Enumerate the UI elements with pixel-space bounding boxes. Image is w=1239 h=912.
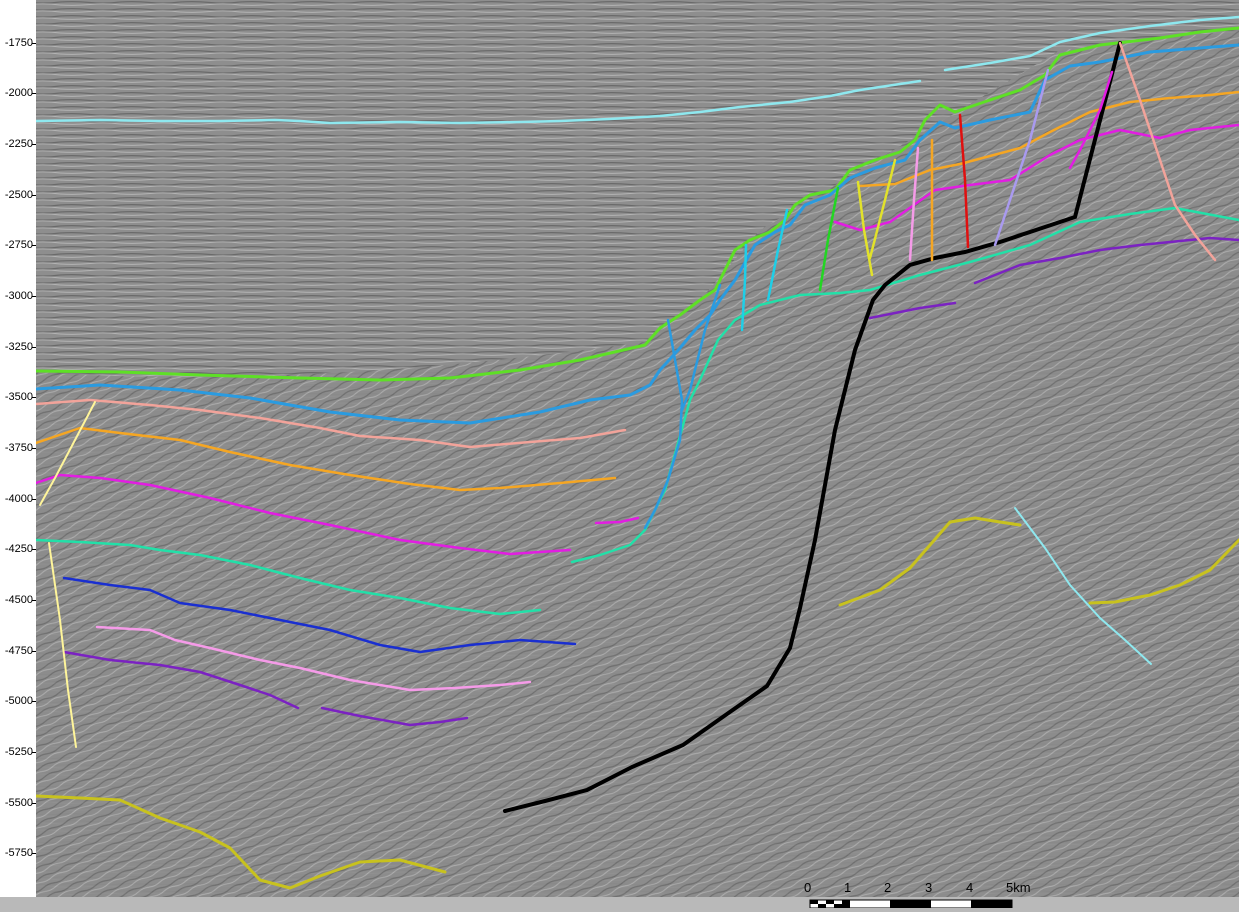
horizon-pink	[95, 625, 532, 692]
fault-yellow-7	[868, 158, 897, 260]
scale-bar: 0 1 2 3 4 5km	[804, 880, 1046, 908]
scale-label-0: 0	[804, 880, 812, 895]
depth-tick-mark	[32, 195, 36, 196]
scale-label-1: 1	[844, 880, 852, 895]
fault-blue-2	[680, 283, 722, 412]
depth-tick-label: -2750	[4, 239, 33, 251]
fault-cyan-3	[740, 243, 748, 332]
depth-tick-mark	[32, 853, 36, 854]
horizon-purple-right	[868, 301, 957, 320]
depth-tick-mark	[32, 144, 36, 145]
horizon-purple-lower	[320, 706, 469, 727]
fault-yellow-upper	[39, 401, 96, 506]
horizon-lines	[36, 15, 1239, 890]
fault-green-5	[818, 186, 840, 292]
fault-salmon	[1118, 41, 1217, 262]
fault-yellow-6	[856, 180, 874, 277]
fault-cyan-deep	[1014, 507, 1152, 665]
seismic-section-view[interactable]	[36, 0, 1239, 897]
horizon-salmon	[36, 398, 627, 449]
depth-tick-label: -4500	[4, 594, 33, 606]
depth-tick-mark	[32, 93, 36, 94]
depth-tick-label: -5500	[4, 797, 33, 809]
depth-tick-label: -5250	[4, 746, 33, 758]
depth-tick-mark	[32, 600, 36, 601]
depth-tick-label: -3500	[4, 391, 33, 403]
depth-tick-mark	[32, 296, 36, 297]
horizon-cyan-shallow	[36, 79, 922, 125]
fault-yellow-lower	[48, 542, 77, 748]
seismic-background	[36, 0, 1239, 897]
scale-label-2: 2	[884, 880, 892, 895]
depth-tick-label: -3750	[4, 442, 33, 454]
fault-blue-1	[643, 318, 684, 530]
horizon-cyan-upper-right	[943, 15, 1239, 72]
depth-tick-mark	[32, 347, 36, 348]
seismic-section	[36, 0, 1239, 897]
fault-cyan-4	[766, 208, 789, 302]
horizon-orange-left	[36, 426, 617, 492]
horizon-purple-left	[62, 650, 300, 710]
depth-tick-mark	[32, 245, 36, 246]
depth-tick-mark	[32, 752, 36, 753]
depth-tick-label: -4250	[4, 543, 33, 555]
depth-tick-label: -1750	[4, 37, 33, 49]
depth-tick-label: -5000	[4, 695, 33, 707]
depth-tick-mark	[32, 448, 36, 449]
bottom-scroll-strip[interactable]	[0, 897, 1239, 912]
depth-tick-label: -2000	[4, 87, 33, 99]
fault-pink-8	[908, 146, 920, 262]
depth-tick-mark	[32, 43, 36, 44]
depth-tick-label: -4000	[4, 493, 33, 505]
scale-bar-graphic	[809, 899, 1013, 908]
scale-label-4: 4	[966, 880, 974, 895]
depth-tick-mark	[32, 397, 36, 398]
horizon-orange-right	[858, 90, 1239, 188]
depth-axis: -1750 -2000 -2250 -2500 -2750 -3000 -325…	[0, 0, 36, 912]
depth-tick-label: -3250	[4, 341, 33, 353]
scale-label-3: 3	[925, 880, 933, 895]
depth-tick-mark	[32, 499, 36, 500]
horizon-teal-left	[36, 538, 542, 616]
depth-tick-label: -3000	[4, 290, 33, 302]
horizon-olive-far-right	[1088, 538, 1239, 605]
horizon-navy	[62, 576, 577, 654]
depth-tick-mark	[32, 549, 36, 550]
horizon-olive-deep	[36, 794, 447, 890]
horizon-magenta-right	[833, 123, 1239, 232]
depth-tick-label: -2250	[4, 138, 33, 150]
depth-tick-mark	[32, 803, 36, 804]
depth-tick-label: -2500	[4, 189, 33, 201]
fault-magenta-12	[1068, 70, 1114, 170]
horizon-magenta-left	[36, 473, 572, 556]
horizon-magenta-stub	[594, 516, 640, 525]
depth-tick-mark	[32, 651, 36, 652]
horizon-olive-right	[838, 516, 1022, 607]
scale-label-5km: 5km	[1006, 880, 1031, 895]
fault-lavender-11	[993, 68, 1050, 247]
fault-main-black	[503, 41, 1122, 813]
depth-tick-label: -5750	[4, 847, 33, 859]
depth-tick-mark	[32, 701, 36, 702]
fault-red-10	[958, 113, 970, 249]
horizon-purple-far-right	[973, 236, 1239, 285]
horizon-green-top	[36, 26, 1239, 382]
depth-tick-label: -4750	[4, 645, 33, 657]
horizon-blue-upper	[36, 43, 1239, 425]
fault-lines	[39, 41, 1217, 813]
